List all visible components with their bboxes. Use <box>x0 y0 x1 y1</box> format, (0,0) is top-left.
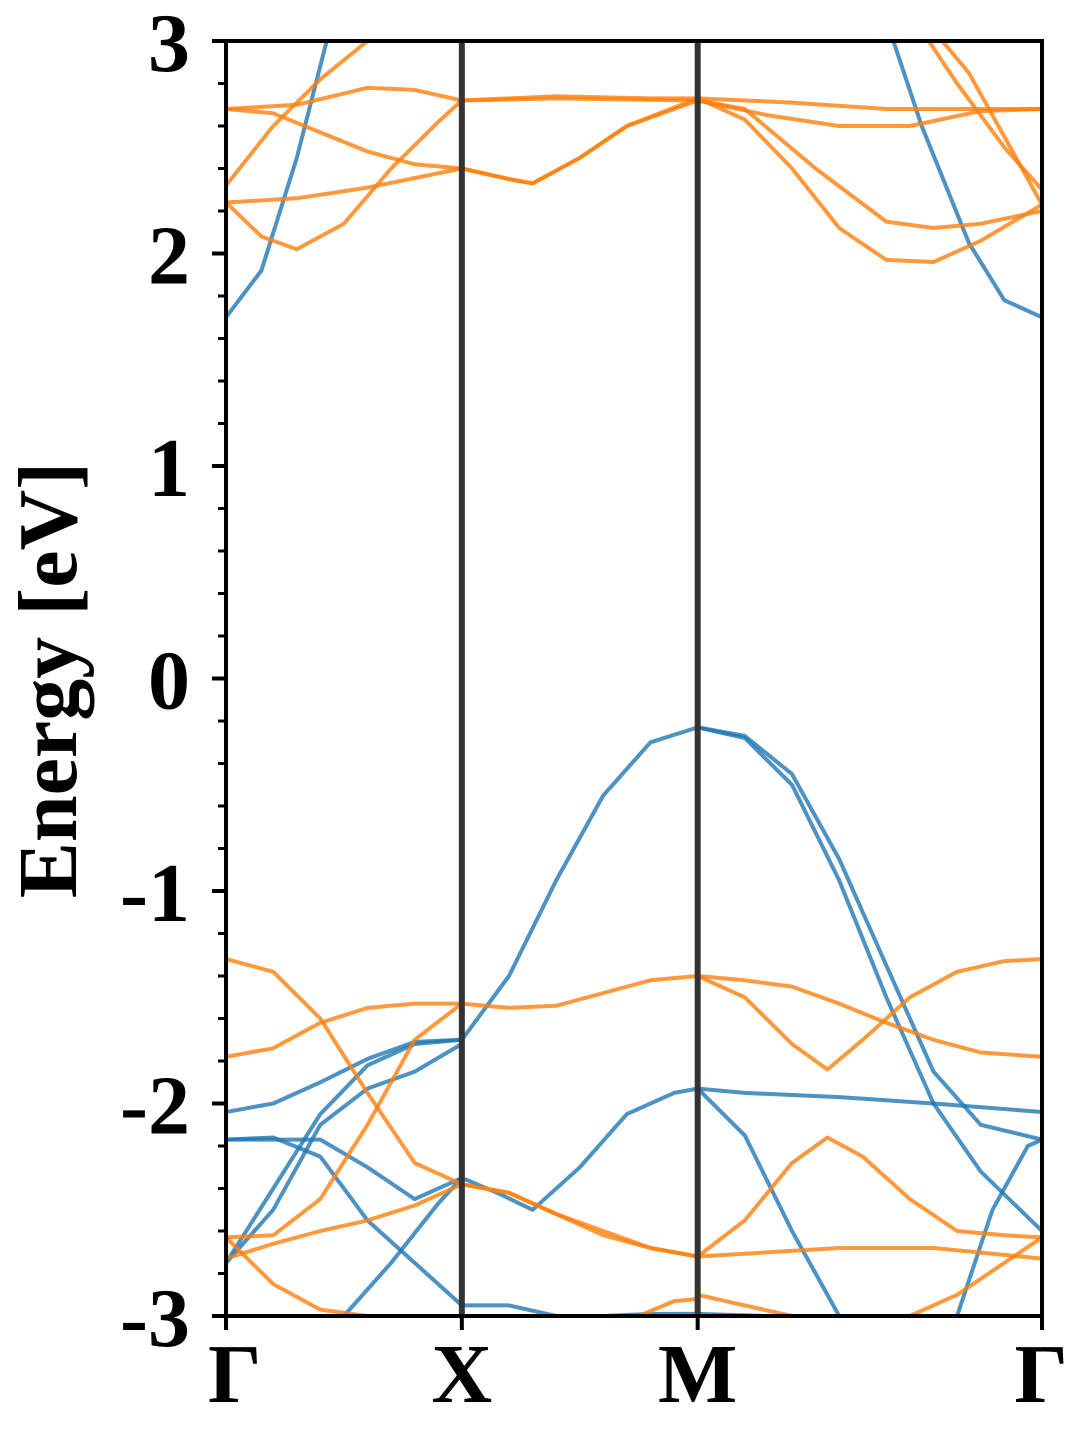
band-line-orange-28 <box>907 1235 1042 1316</box>
x-tick-label: Γ <box>208 1328 261 1421</box>
band-line-blue-10 <box>226 1137 464 1202</box>
y-tick-label: 2 <box>148 210 190 303</box>
band-line-orange-26 <box>695 1292 794 1316</box>
x-tick-label: M <box>658 1328 737 1421</box>
band-line-blue-3 <box>695 725 1042 1142</box>
band-line-blue-2 <box>226 725 1042 1233</box>
band-line-orange-16 <box>226 98 464 252</box>
band-line-orange-20 <box>226 974 1042 1059</box>
y-tick-label: -1 <box>120 847 190 940</box>
band-line-blue-8 <box>695 1086 842 1316</box>
band-line-blue-1 <box>891 41 1042 320</box>
band-lines <box>226 41 1042 1316</box>
band-line-orange-15 <box>226 41 370 188</box>
band-line-orange-21 <box>226 1001 464 1240</box>
band-line-orange-12 <box>226 98 1042 230</box>
band-line-blue-0 <box>226 41 329 320</box>
y-tick-label: -3 <box>120 1272 190 1365</box>
y-tick-label: -2 <box>120 1060 190 1153</box>
band-line-orange-25 <box>695 1135 1042 1259</box>
band-line-blue-4 <box>226 1135 842 1316</box>
band-line-orange-27 <box>636 1297 700 1316</box>
y-tick-label: 0 <box>148 635 190 728</box>
x-tick-label: Γ <box>1015 1328 1068 1421</box>
high-symmetry-lines <box>458 41 701 1316</box>
band-line-orange-14 <box>459 96 1042 128</box>
plot-frame <box>224 39 1044 1318</box>
band-line-blue-6 <box>226 1042 464 1265</box>
band-line-blue-5 <box>226 1037 464 1265</box>
band-line-orange-24 <box>695 957 1042 1072</box>
y-tick-label: 3 <box>148 0 190 90</box>
band-line-orange-23 <box>226 1235 464 1316</box>
band-line-blue-9 <box>955 1137 1042 1316</box>
y-axis-label: Energy [eV] <box>2 462 95 898</box>
y-axis-ticks: 3 2 1 0 -1 -2 -3 <box>120 0 226 1365</box>
band-line-orange-18 <box>939 41 1042 207</box>
y-tick-label: 1 <box>148 422 190 515</box>
band-line-blue-7 <box>341 1086 1042 1316</box>
x-tick-label: X <box>432 1328 493 1421</box>
